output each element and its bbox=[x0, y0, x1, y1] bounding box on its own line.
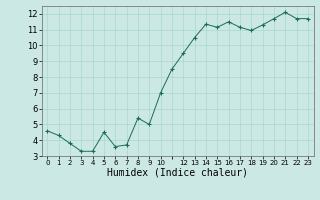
X-axis label: Humidex (Indice chaleur): Humidex (Indice chaleur) bbox=[107, 168, 248, 178]
